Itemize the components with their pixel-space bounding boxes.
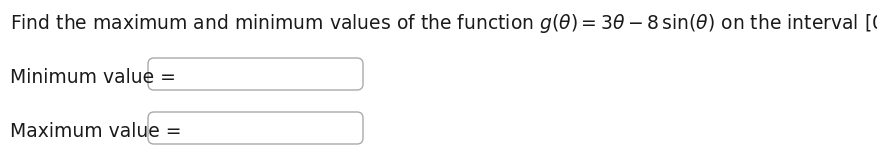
- FancyBboxPatch shape: [148, 58, 363, 90]
- FancyBboxPatch shape: [148, 112, 363, 144]
- Text: Find the maximum and minimum values of the function $g(\theta) = 3\theta - 8\,\s: Find the maximum and minimum values of t…: [10, 12, 877, 35]
- Text: Minimum value =: Minimum value =: [10, 68, 182, 87]
- Text: Maximum value =: Maximum value =: [10, 122, 188, 141]
